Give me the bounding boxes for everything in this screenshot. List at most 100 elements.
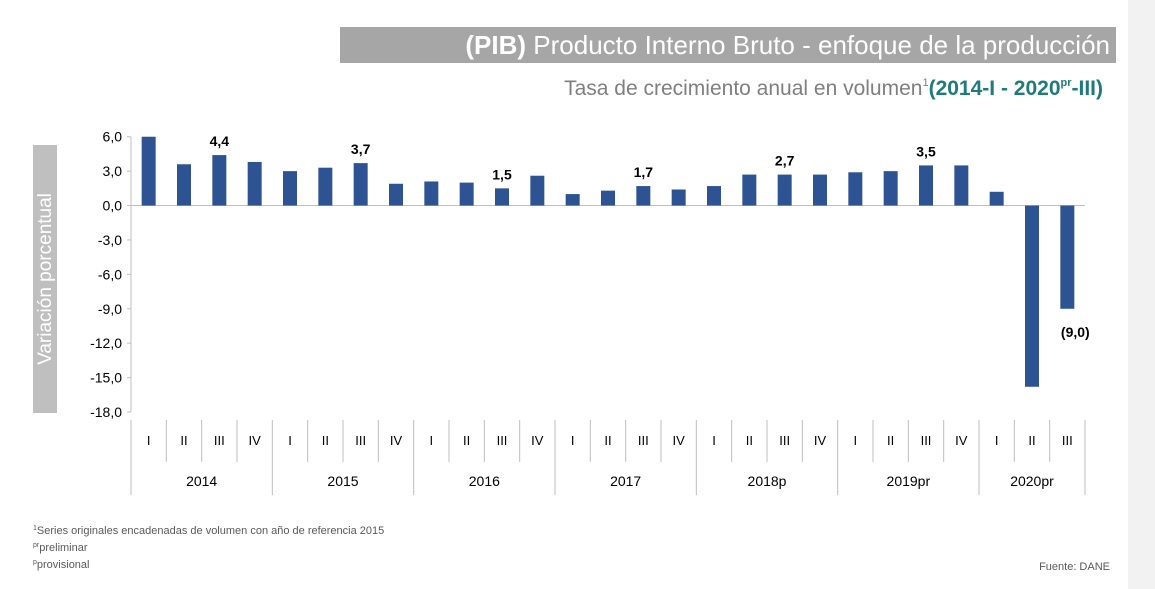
value-label: 3,7 [351,141,371,157]
chart-title: (PIB) Producto Interno Bruto - enfoque d… [465,30,1110,60]
bar [707,186,721,206]
y-axis-label: Variación porcentual [35,193,56,365]
footnote: 1Series originales encadenadas de volume… [33,525,384,537]
value-label: (9,0) [1061,324,1090,340]
bar [495,188,509,206]
x-tick-label: II [463,433,470,448]
x-tick-label: I [288,433,292,448]
title-text: Producto Interno Bruto - enfoque de la p… [533,30,1110,60]
footnote-text: provisional [37,559,90,571]
x-tick-label: II [322,433,329,448]
x-tick-label: III [497,433,508,448]
y-tick-label: -6,0 [98,266,122,282]
title-box [340,27,1116,63]
x-tick-label: IV [531,433,544,448]
footnote-text: preliminar [39,542,88,554]
bar [177,164,191,206]
bar [247,161,262,206]
x-tick-label: IV [673,433,686,448]
bar [212,155,227,206]
x-tick-label: I [147,433,151,448]
x-tick-label: I [995,433,999,448]
bar [742,174,757,206]
x-tick-label: II [887,433,894,448]
subtitle-mark: 1 [922,77,928,89]
group-label: 2016 [469,473,500,489]
y-tick-label: -9,0 [98,301,122,317]
bar [459,182,474,206]
y-tick-label: 0,0 [103,198,123,214]
bar [813,174,827,206]
group-label: 2015 [327,473,358,489]
chart-subtitle: Tasa de crecimiento anual en volumen1(20… [564,77,1103,100]
y-tick-label: 6,0 [103,129,123,145]
bar [671,189,686,206]
group-label: 2018p [748,473,787,489]
x-tick-label: IV [814,433,827,448]
group-label: 2014 [186,473,217,489]
footnote-mark: p [33,559,37,566]
bar [318,167,333,206]
x-tick-label: III [355,433,366,448]
bar [601,190,615,206]
subtitle-text: Tasa de crecimiento anual en volumen [564,77,922,100]
bar [530,175,545,206]
x-tick-label: II [604,433,611,448]
value-label: 1,7 [634,164,654,180]
group-label: 2019pr [887,473,931,489]
bar [919,165,933,206]
x-tick-label: I [854,433,858,448]
y-label-box [33,145,57,413]
x-tick-label: III [214,433,225,448]
title-prefix: (PIB) [465,30,526,60]
footnote-text: Series originales encadenadas de volumen… [37,525,384,537]
value-label: 4,4 [210,133,230,149]
y-tick-label: -12,0 [90,335,122,351]
subtitle-range-end: -III) [1072,77,1104,100]
value-label: 2,7 [775,153,795,169]
bar [1060,205,1075,309]
value-label: 1,5 [492,166,512,182]
footnote: pprovisional [33,559,90,571]
subtitle-range: (2014-I - 2020 [929,77,1061,100]
footnote-mark: pr [33,542,40,549]
subtitle-range-sup: pr [1061,77,1073,89]
side-strip [1128,0,1155,589]
footnote: prpreliminar [33,542,88,554]
bar [389,183,403,206]
x-tick-label: II [746,433,753,448]
group-label: 2020pr [1010,473,1054,489]
value-label: 3,5 [916,143,936,159]
x-tick-label: II [1028,433,1035,448]
bar [1025,205,1039,387]
bar [848,172,863,206]
x-tick-label: IV [955,433,968,448]
bar [353,163,368,206]
bar [424,181,439,206]
bar [565,194,580,206]
bar [283,171,297,206]
bar [883,171,898,206]
bar [989,191,1004,206]
y-tick-label: -3,0 [98,232,122,248]
source: Fuente: DANE [1039,561,1110,573]
x-tick-label: IV [249,433,262,448]
x-tick-label: III [1062,433,1073,448]
x-tick-label: III [921,433,932,448]
x-tick-label: I [571,433,575,448]
bar [777,174,792,206]
y-tick-label: 3,0 [103,163,123,179]
y-tick-label: -18,0 [90,404,122,420]
bar [636,186,651,206]
x-tick-label: II [180,433,187,448]
y-tick-label: -15,0 [90,370,122,386]
bar [141,136,156,206]
x-tick-label: I [430,433,434,448]
bar [954,165,969,206]
x-tick-label: III [779,433,790,448]
x-tick-label: IV [390,433,403,448]
x-tick-label: I [712,433,716,448]
group-label: 2017 [610,473,641,489]
x-tick-label: III [638,433,649,448]
